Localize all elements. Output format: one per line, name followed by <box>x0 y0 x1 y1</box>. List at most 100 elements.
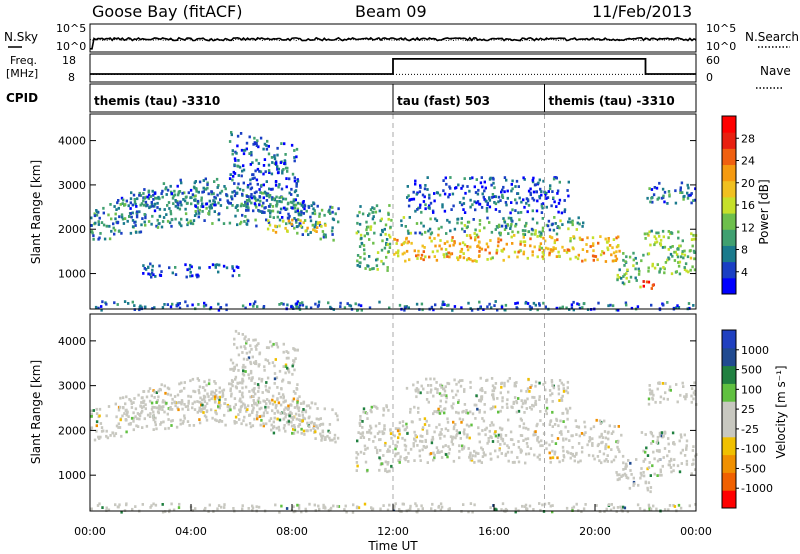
heatmap-cell <box>500 385 503 389</box>
heatmap-cell <box>262 147 265 151</box>
heatmap-cell <box>330 229 334 233</box>
heatmap-cell <box>501 196 505 199</box>
heatmap-cell <box>483 226 486 230</box>
heatmap-cell <box>312 201 315 205</box>
heatmap-cell <box>429 377 432 381</box>
heatmap-cell <box>267 209 270 212</box>
heatmap-cell <box>694 187 697 191</box>
heatmap-cell <box>117 230 121 233</box>
heatmap-cell <box>611 304 615 308</box>
heatmap-cell <box>170 190 173 194</box>
heatmap-cell <box>250 151 253 154</box>
heatmap-cell <box>118 503 121 507</box>
heatmap-cell <box>659 267 662 271</box>
heatmap-cell <box>523 505 526 508</box>
heatmap-cell <box>404 259 407 263</box>
heatmap-cell <box>285 207 289 211</box>
heatmap-cell <box>433 410 436 413</box>
heatmap-cell <box>592 425 596 429</box>
heatmap-cell <box>571 446 574 449</box>
heatmap-cell <box>240 220 243 224</box>
heatmap-cell <box>387 461 390 464</box>
heatmap-cell <box>180 381 183 385</box>
heatmap-cell <box>213 195 216 199</box>
heatmap-cell <box>449 176 452 179</box>
heatmap-cell <box>276 167 279 171</box>
heatmap-cell <box>278 183 281 186</box>
heatmap-cell <box>691 265 694 269</box>
heatmap-cell <box>637 273 641 276</box>
heatmap-cell <box>132 193 136 197</box>
heatmap-cell <box>448 185 451 189</box>
heatmap-cell <box>442 387 445 391</box>
heatmap-cell <box>498 426 502 430</box>
heatmap-cell <box>457 411 460 415</box>
heatmap-cell <box>386 269 389 272</box>
heatmap-cell <box>688 504 691 508</box>
heatmap-cell <box>282 365 285 368</box>
heatmap-cell <box>305 429 308 433</box>
heatmap-cell <box>257 386 261 390</box>
heatmap-cell <box>507 418 510 422</box>
heatmap-cell <box>155 224 158 228</box>
heatmap-cell <box>249 425 253 429</box>
heatmap-cell <box>331 210 334 214</box>
heatmap-cell <box>355 231 358 235</box>
heatmap-cell <box>410 241 413 245</box>
heatmap-cell <box>537 181 540 185</box>
heatmap-cell <box>293 226 296 230</box>
colorbar-tick-label: -25 <box>741 423 759 436</box>
heatmap-cell <box>439 405 442 408</box>
heatmap-cell <box>571 220 574 224</box>
heatmap-cell <box>540 193 543 197</box>
heatmap-cell <box>676 255 680 259</box>
heatmap-cell <box>268 419 271 423</box>
heatmap-cell <box>497 240 500 244</box>
heatmap-cell <box>230 133 233 137</box>
heatmap-cell <box>164 391 167 395</box>
heatmap-cell <box>646 488 650 492</box>
heatmap-cell <box>132 419 135 423</box>
heatmap-cell <box>653 266 657 270</box>
heatmap-cell <box>607 304 610 308</box>
heatmap-cell <box>234 415 238 419</box>
heatmap-cell <box>476 192 480 196</box>
heatmap-cell <box>458 456 461 460</box>
heatmap-cell <box>406 196 409 199</box>
heatmap-cell <box>138 417 141 421</box>
heatmap-cell <box>216 396 220 400</box>
heatmap-cell <box>662 456 665 459</box>
heatmap-cell <box>259 191 262 194</box>
heatmap-cell <box>478 300 481 304</box>
heatmap-cell <box>197 303 200 306</box>
heatmap-cell <box>489 177 492 181</box>
heatmap-cell <box>591 454 595 458</box>
heatmap-cell <box>98 414 101 418</box>
heatmap-cell <box>171 196 175 200</box>
heatmap-cell <box>169 209 172 213</box>
heatmap-cell <box>460 221 463 225</box>
heatmap-cell <box>502 185 505 189</box>
heatmap-cell <box>164 187 167 191</box>
heatmap-cell <box>624 462 628 466</box>
heatmap-cell <box>409 198 412 201</box>
heatmap-cell <box>424 184 427 187</box>
heatmap-cell <box>406 241 409 245</box>
heatmap-cell <box>133 397 136 400</box>
heatmap-cell <box>285 413 288 416</box>
heatmap-cell <box>587 439 591 443</box>
heatmap-cell <box>262 196 265 200</box>
heatmap-cell <box>107 508 111 512</box>
heatmap-cell <box>451 192 455 196</box>
heatmap-cell <box>607 503 611 506</box>
heatmap-cell <box>267 169 271 172</box>
heatmap-cell <box>193 390 197 394</box>
colorbar-tick-label: 100 <box>741 383 762 396</box>
heatmap-cell <box>257 364 260 368</box>
heatmap-cell <box>442 253 445 256</box>
heatmap-cell <box>468 436 471 440</box>
heatmap-cell <box>489 435 492 438</box>
heatmap-cell <box>600 432 603 436</box>
heatmap-cell <box>268 187 271 191</box>
